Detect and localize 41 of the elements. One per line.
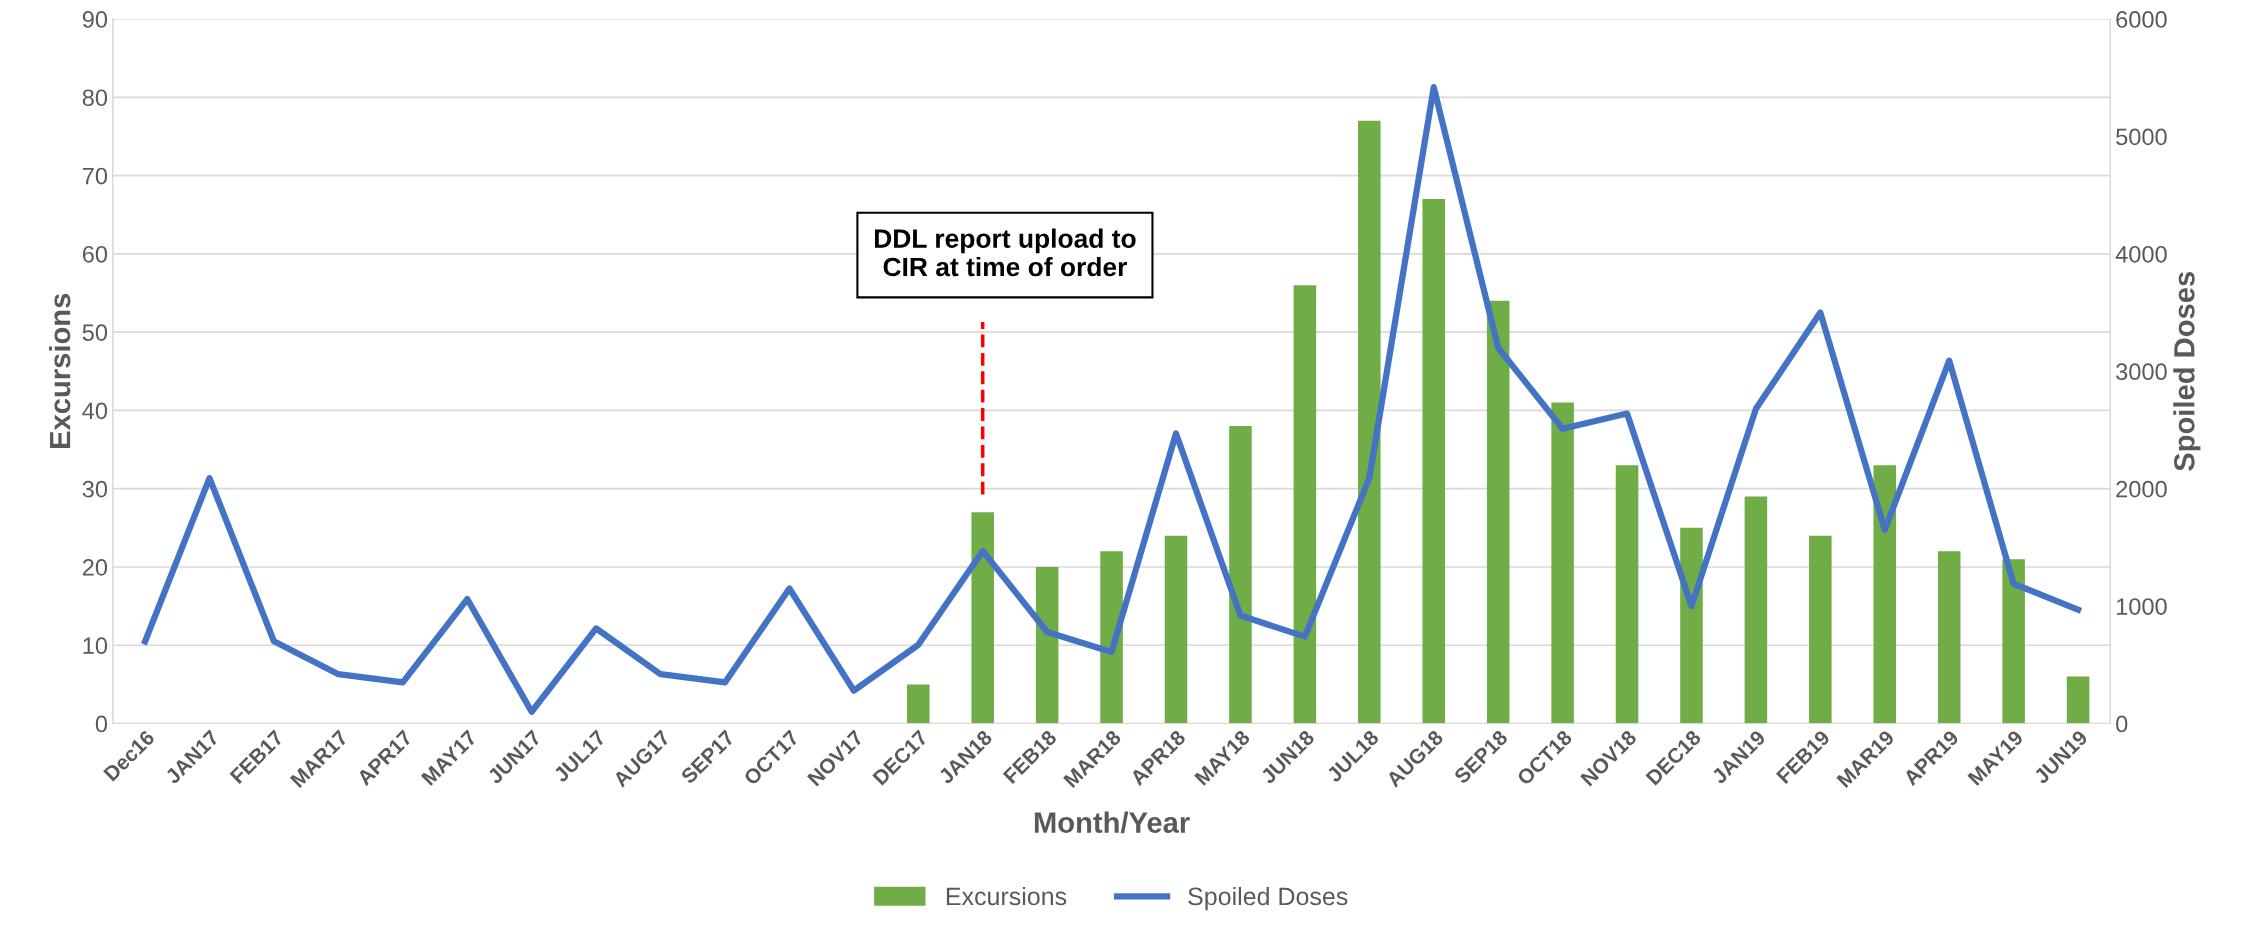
y-tick-label: 80 <box>82 89 108 107</box>
y2-tick-label: 1000 <box>2116 598 2167 615</box>
y2-axis-title: Spoiled Doses <box>2173 271 2201 471</box>
y-tick-label: 50 <box>82 324 108 341</box>
y-tick-label: 20 <box>82 559 108 576</box>
y-tick-label: 90 <box>82 11 108 28</box>
y2-tick-label: 5000 <box>2116 128 2167 146</box>
bar <box>1937 551 1961 724</box>
bar <box>971 512 994 724</box>
legend-label: Spoiled Doses <box>1188 886 1348 911</box>
bar <box>1873 465 1897 724</box>
y-tick-label: 10 <box>83 637 108 655</box>
legend-label: Excursions <box>946 886 1067 906</box>
bar <box>1164 535 1188 724</box>
y-tick-label: 40 <box>82 402 108 420</box>
y-tick-label: 60 <box>82 245 108 263</box>
y-tick-label: 70 <box>82 167 108 185</box>
y2-tick-label: 0 <box>2116 715 2128 733</box>
bar <box>1229 426 1252 724</box>
bar <box>1744 496 1768 724</box>
y2-tick-label: 4000 <box>2115 245 2167 263</box>
y2-tick-label: 2000 <box>2116 480 2167 498</box>
y-axis-title: Excursions <box>48 293 71 448</box>
bar <box>1035 566 1059 724</box>
bar <box>1551 402 1574 724</box>
x-axis-title: Month/Year <box>1034 811 1190 834</box>
ref-line-label: DDL report upload to CIR at time of order <box>875 228 1136 277</box>
bar <box>1615 465 1639 724</box>
y-tick-label: 30 <box>82 480 108 498</box>
bar <box>907 684 930 724</box>
bar <box>2066 676 2090 724</box>
bar <box>2002 559 2025 724</box>
bar <box>1100 551 1123 724</box>
bar <box>1422 199 1446 724</box>
bar <box>1486 300 1510 724</box>
bar <box>1358 120 1381 724</box>
y-tick-label: 0 <box>95 715 108 733</box>
y2-tick-label: 6000 <box>2116 11 2167 28</box>
y2-tick-label: 3000 <box>2116 363 2167 381</box>
bar <box>1293 285 1317 724</box>
bar <box>1809 535 1832 724</box>
